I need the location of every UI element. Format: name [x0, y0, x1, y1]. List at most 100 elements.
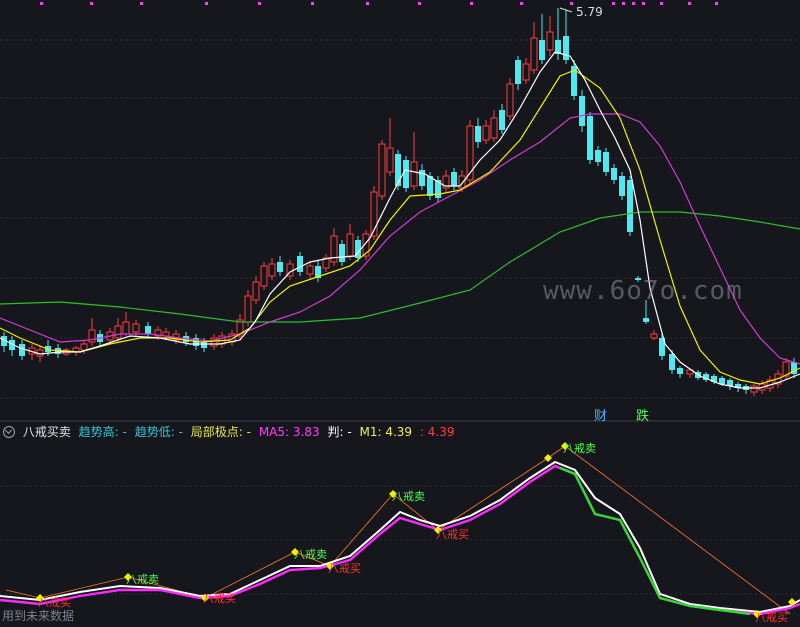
candle-body — [719, 378, 725, 384]
ma-magenta — [0, 113, 800, 365]
buy-signal-1: 八戒买 — [38, 596, 71, 609]
candle-body — [244, 295, 252, 323]
candle-body — [579, 96, 585, 126]
annotation-cai: 财 — [594, 409, 607, 424]
candle-body — [650, 333, 658, 339]
candle-body — [627, 180, 633, 232]
price-annotations: 财 跌 — [594, 408, 649, 424]
indicator-header: 八戒买卖 趋势高: - 趋势低: - 局部极点: - MA5: 3.83 判: … — [0, 422, 800, 442]
candle-body — [306, 265, 314, 275]
candle-body — [515, 60, 521, 84]
candle-body — [210, 337, 218, 347]
candle-body — [619, 176, 625, 196]
annotation-die: 跌 — [636, 408, 649, 424]
candle-body — [703, 374, 709, 380]
candle-body — [355, 240, 361, 258]
candle-body — [451, 172, 457, 186]
candle-body — [277, 262, 283, 272]
sell-signal-4: 八戒卖 — [563, 442, 596, 455]
candle-body — [539, 40, 545, 60]
candle-body — [530, 37, 538, 71]
top-markers — [40, 2, 718, 5]
candle-body — [346, 233, 354, 257]
candle-body — [727, 380, 733, 386]
candle-body — [80, 343, 88, 351]
sell-signal-1: 八戒卖 — [126, 573, 159, 586]
candle-body — [370, 191, 378, 237]
candle-body — [410, 161, 418, 187]
candle-body — [611, 168, 617, 180]
signal-markers — [36, 442, 796, 618]
candle-body — [669, 354, 675, 370]
candle-body — [236, 319, 244, 337]
candle-body — [458, 175, 466, 189]
high-price-label: 5.79 — [576, 5, 603, 19]
candle-body — [677, 368, 683, 374]
candle-body — [1, 336, 7, 346]
sell-signal-3: 八戒卖 — [392, 490, 425, 503]
price-grid — [0, 39, 800, 399]
candlesticks — [1, 8, 797, 396]
candle-body — [297, 256, 303, 272]
candle-body — [122, 321, 130, 335]
candle-body — [442, 175, 450, 189]
candle-body — [403, 160, 409, 188]
candle-body — [571, 66, 577, 96]
collapse-chevron-icon[interactable] — [3, 425, 15, 438]
candle-body — [782, 361, 790, 377]
candle-body — [522, 63, 530, 81]
indicator-name[interactable]: 八戒买卖 — [22, 425, 71, 439]
sell-signal-2: 八戒卖 — [294, 548, 327, 561]
buy-signal-4: 八戒买 — [436, 528, 469, 541]
candle-body — [19, 344, 25, 356]
candle-body — [506, 83, 514, 117]
candle-body — [88, 329, 96, 343]
candle-body — [260, 265, 268, 287]
candle-body — [563, 36, 569, 60]
candle-body — [9, 340, 15, 350]
candle-body — [595, 150, 601, 162]
candle-body — [603, 152, 609, 172]
item-m1: M1: 4.39 — [359, 425, 413, 439]
candle-body — [315, 266, 321, 278]
candle-body — [735, 384, 741, 388]
candle-body — [132, 323, 140, 333]
ma-white — [0, 51, 800, 389]
candle-body — [362, 233, 370, 257]
candle-body — [546, 31, 554, 51]
candle-body — [643, 318, 649, 322]
candle-body — [201, 342, 207, 348]
signal-labels: 八戒卖 八戒卖 八戒卖 八戒卖 八戒买 八戒买 八戒买 八戒买 八戒买 — [38, 442, 788, 624]
candle-body — [475, 126, 481, 142]
item-trend-low: 趋势低: - — [134, 425, 183, 439]
indicator-green-line — [559, 466, 751, 616]
indicator-lines — [0, 445, 800, 616]
candle-body — [711, 376, 717, 382]
candle-body — [252, 281, 260, 301]
candle-body — [791, 362, 797, 374]
item-ma5: MA5: 3.83 — [258, 425, 320, 439]
candle-body — [635, 278, 641, 280]
item-m1-red: : 4.39 — [419, 425, 455, 439]
item-local-extreme: 局部极点: - — [190, 425, 251, 439]
item-trend-high: 趋势高: - — [78, 425, 127, 439]
candle-body — [268, 263, 276, 277]
candle-body — [659, 338, 665, 356]
item-judge: 判: - — [327, 425, 352, 439]
candle-body — [386, 147, 394, 173]
candle-body — [395, 154, 401, 186]
candle-body — [490, 117, 498, 139]
candle-body — [587, 116, 593, 160]
candle-body — [435, 180, 441, 198]
candle-body — [482, 125, 490, 141]
buy-signal-3: 八戒买 — [328, 562, 361, 575]
candle-body — [114, 325, 122, 339]
ma-green — [0, 211, 800, 323]
candle-body — [555, 40, 561, 54]
moving-averages — [0, 51, 800, 389]
candle-body — [427, 176, 433, 196]
high-marker: 5.79 — [559, 5, 603, 19]
candle-body — [145, 326, 151, 334]
candle-body — [378, 143, 386, 197]
